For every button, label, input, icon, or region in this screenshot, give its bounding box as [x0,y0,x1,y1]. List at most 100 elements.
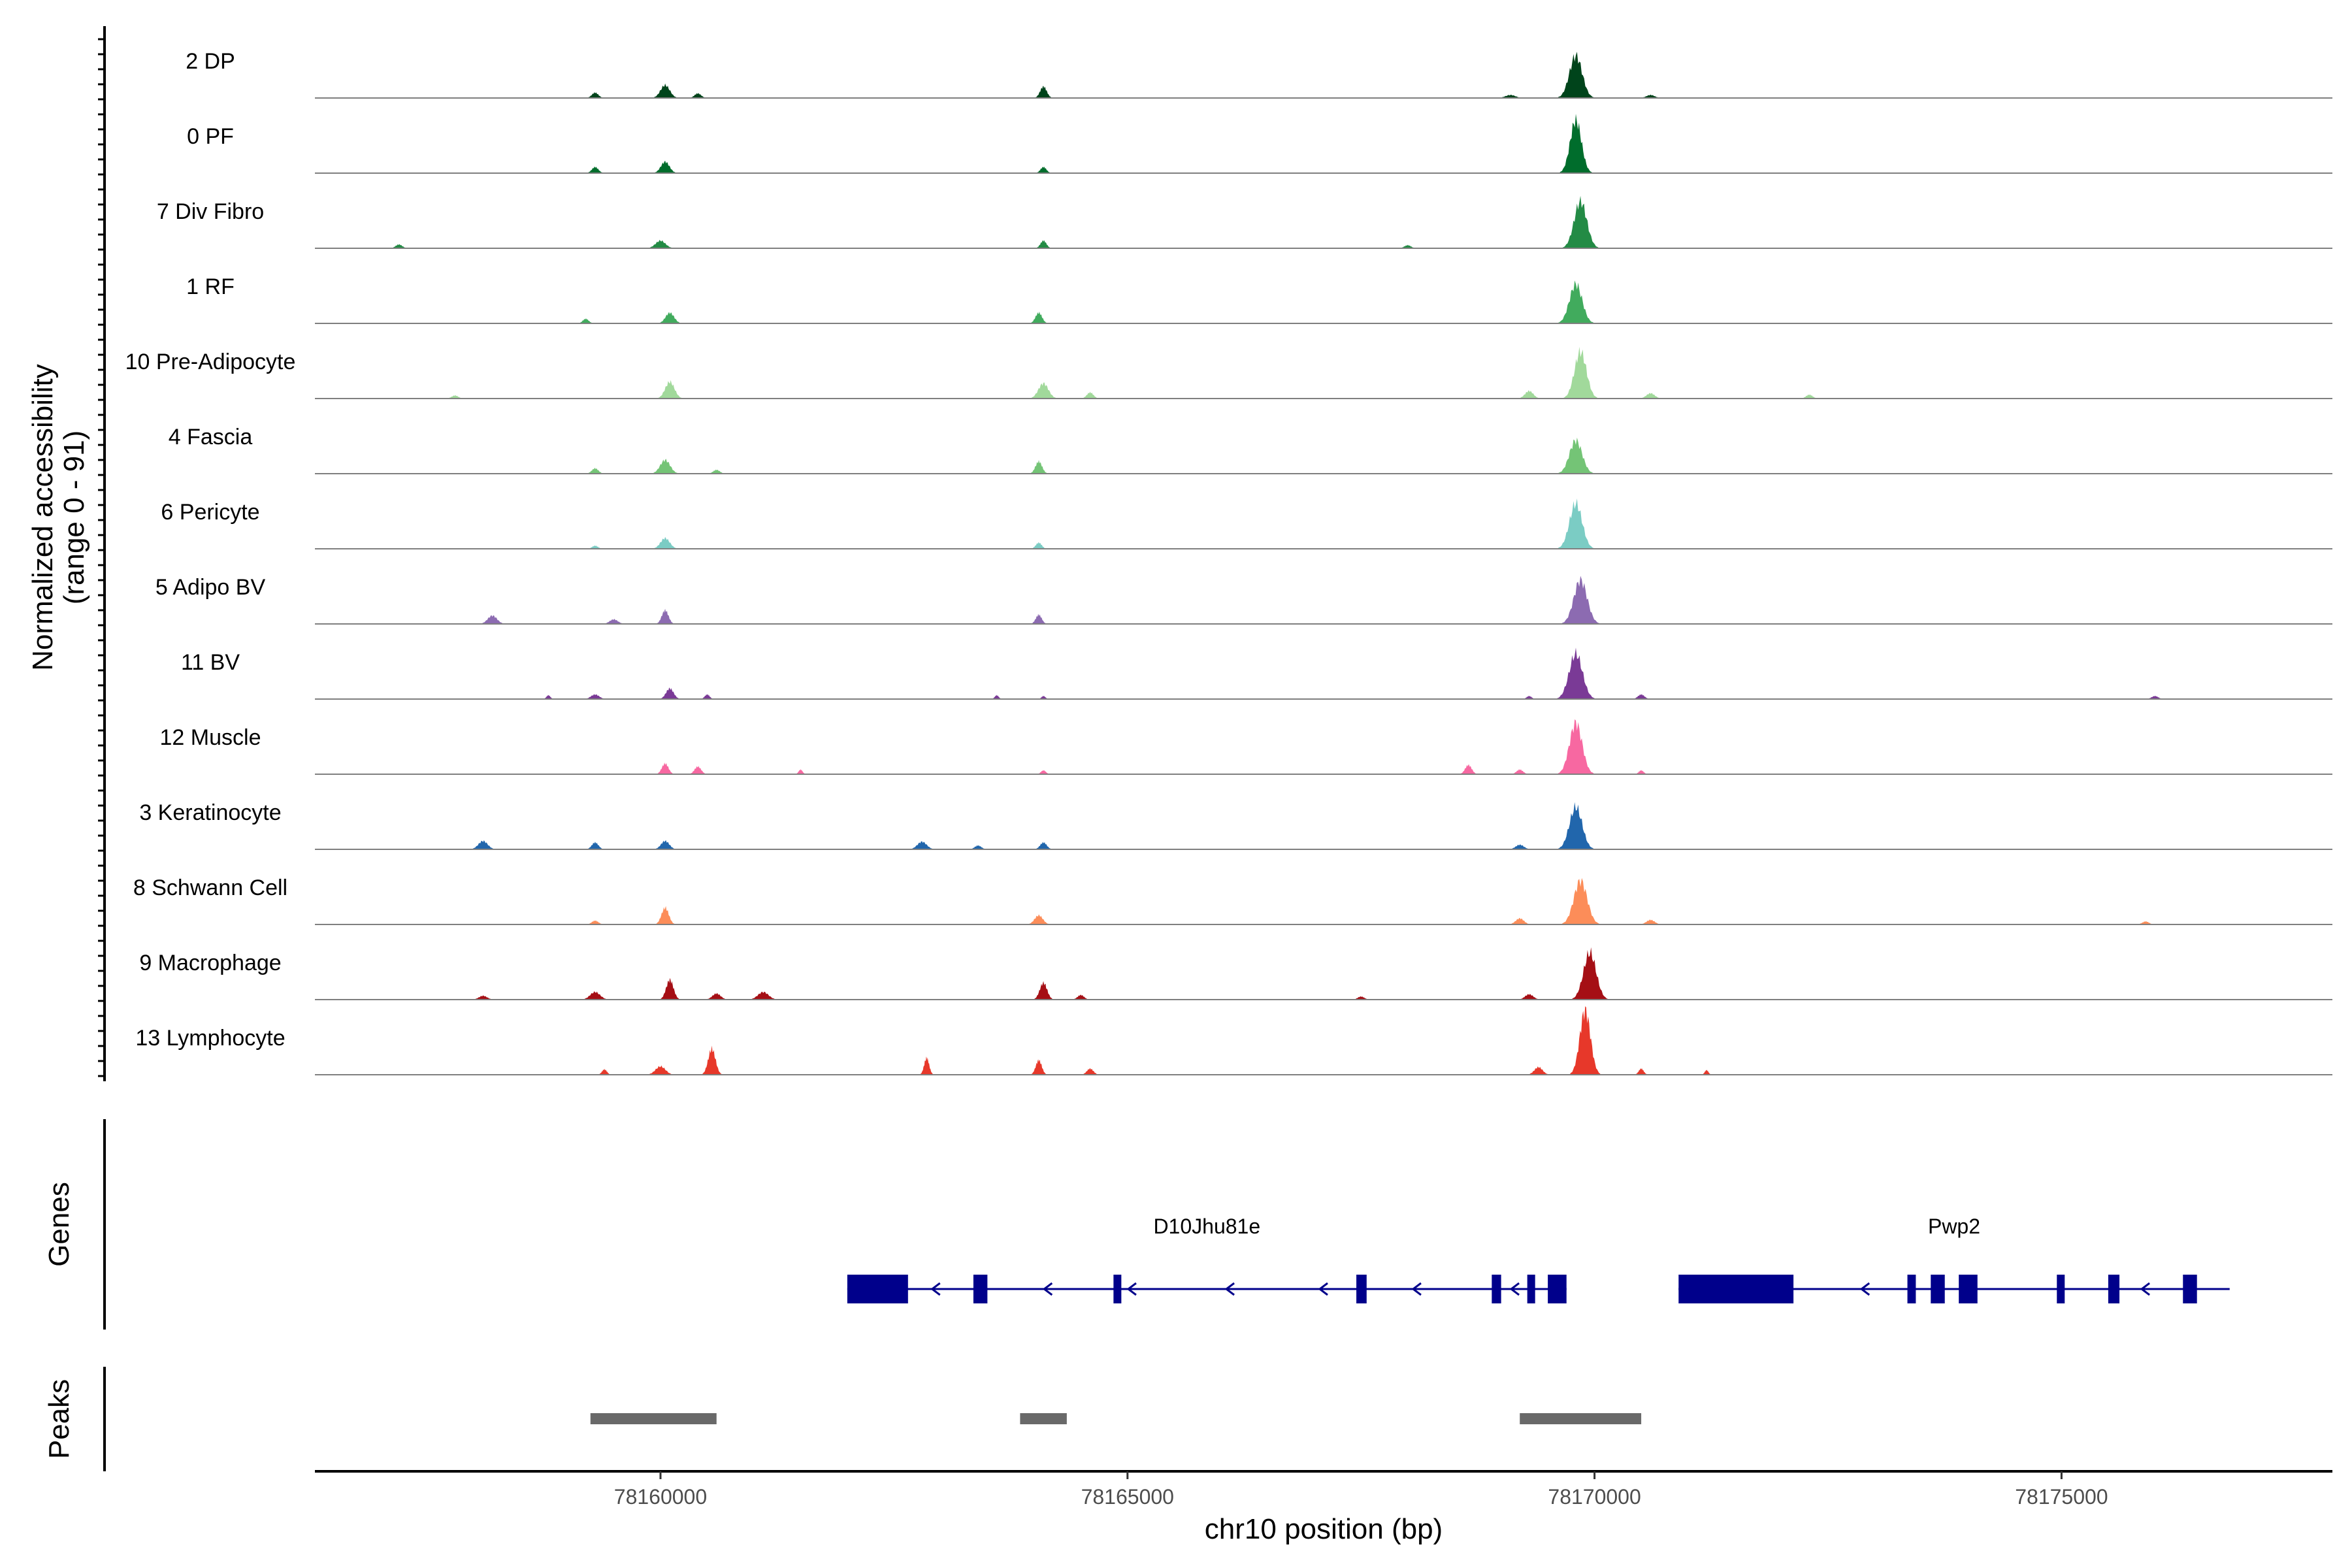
track-5: 10 Pre-Adipocyte [125,346,2332,399]
accessibility-peak [1029,460,1049,474]
accessibility-peak [470,840,497,849]
track-label: 4 Fascia [169,425,253,449]
accessibility-peak [659,687,681,699]
accessibility-peak [909,841,936,849]
accessibility-peak [701,1045,723,1075]
accessibility-peak [968,845,988,849]
track-label: 6 Pericyte [161,500,259,525]
accessibility-peak [700,694,715,699]
strand-arrow [1318,1282,1328,1296]
accessibility-peak [1631,694,1651,699]
track-label: 12 Muscle [160,725,261,750]
accessibility-peak [919,1056,934,1075]
accessibility-peak [1517,390,1541,399]
accessibility-peak [1634,770,1648,774]
accessibility-peak [1030,613,1047,624]
track-4: 1 RF [186,274,2332,324]
accessibility-peak [991,694,1003,699]
accessibility-peak [1034,841,1053,849]
accessibility-peak [655,906,676,924]
x-axis: 78160000 78165000 78170000 78175000 [614,1471,2108,1509]
accessibility-peak [1508,917,1532,924]
strand-arrow [1224,1282,1235,1296]
accessibility-peak [585,841,605,849]
accessibility-peak [602,619,626,624]
accessibility-peak [1081,391,1100,399]
peaks-panel-label: Peaks [43,1379,75,1459]
accessibility-peak [1510,769,1529,774]
exon [2183,1275,2197,1303]
exon [1356,1275,1367,1303]
accessibility-peak [1517,994,1541,1000]
accessibility-peak [653,840,677,849]
accessibility-peak [704,992,728,1000]
accessibility-peak [1558,719,1594,774]
accessibility-peak [652,536,679,549]
track-label: 5 Adipo BV [155,575,266,600]
strand-arrow [2140,1282,2150,1296]
accessibility-peak [577,318,595,323]
genes-panel-label: Genes [43,1182,75,1267]
exon [1548,1275,1567,1303]
track-label: 10 Pre-Adipocyte [125,350,296,374]
accessibility-peak [748,991,779,1000]
x-tick-label: 78170000 [1548,1485,1641,1509]
accessibility-peak [688,766,708,774]
exon [1492,1275,1501,1303]
track-label: 0 PF [187,124,234,149]
exon [1678,1275,1794,1303]
track-label: 2 DP [186,49,235,74]
accessibility-peak [1030,542,1047,549]
peak-region [590,1413,717,1424]
x-tick-label: 78175000 [2015,1485,2108,1509]
accessibility-peak [1701,1070,1712,1075]
accessibility-peak [581,991,610,1000]
strand-arrow [1411,1282,1422,1296]
accessibility-peak [1558,52,1594,98]
accessibility-peak [657,312,682,323]
track-2: 0 PF [187,114,2332,174]
accessibility-peak [542,694,554,699]
accessibility-peak [1800,394,1819,399]
accessibility-peak [652,83,679,98]
x-tick-label: 78165000 [1081,1485,1174,1509]
accessibility-peak [1496,95,1525,98]
strand-arrow [930,1282,941,1296]
track-8: 5 Adipo BV [155,575,2332,625]
track-label: 8 Schwann Cell [133,875,287,900]
accessibility-peak [1029,382,1058,399]
exon [1907,1275,1916,1303]
accessibility-peak [655,762,675,774]
accessibility-peak [1560,114,1592,173]
accessibility-peak [1035,167,1052,173]
track-label: 11 BV [181,650,240,675]
accessibility-peak [1561,877,1599,924]
accessibility-peak [1030,1059,1047,1075]
exon [973,1275,988,1303]
exon [1931,1275,1945,1303]
gene-Pwp2: Pwp2 [1678,1215,2230,1303]
track-7: 6 Pericyte [161,498,2332,549]
accessibility-peak [1558,280,1594,323]
track-label: 9 Macrophage [139,951,281,975]
accessibility-peak [1561,576,1599,624]
accessibility-peak [1639,919,1663,924]
accessibility-peak [585,468,605,474]
accessibility-peak [794,769,806,774]
accessibility-peak [1572,947,1608,1000]
accessibility-peak [585,920,605,924]
accessibility-peak [1563,195,1599,248]
gene-track: D10Jhu81e Pwp2 [847,1215,2230,1303]
exon [1527,1275,1535,1303]
y-axis [98,26,106,1081]
accessibility-peak [389,244,408,248]
accessibility-peak [651,459,679,474]
exon [1113,1275,1122,1303]
track-6: 4 Fascia [169,425,2332,474]
accessibility-peak [1557,647,1595,699]
track-10: 12 Muscle [160,719,2332,775]
accessibility-peak [646,1065,675,1075]
track-12: 8 Schwann Cell [133,875,2332,925]
